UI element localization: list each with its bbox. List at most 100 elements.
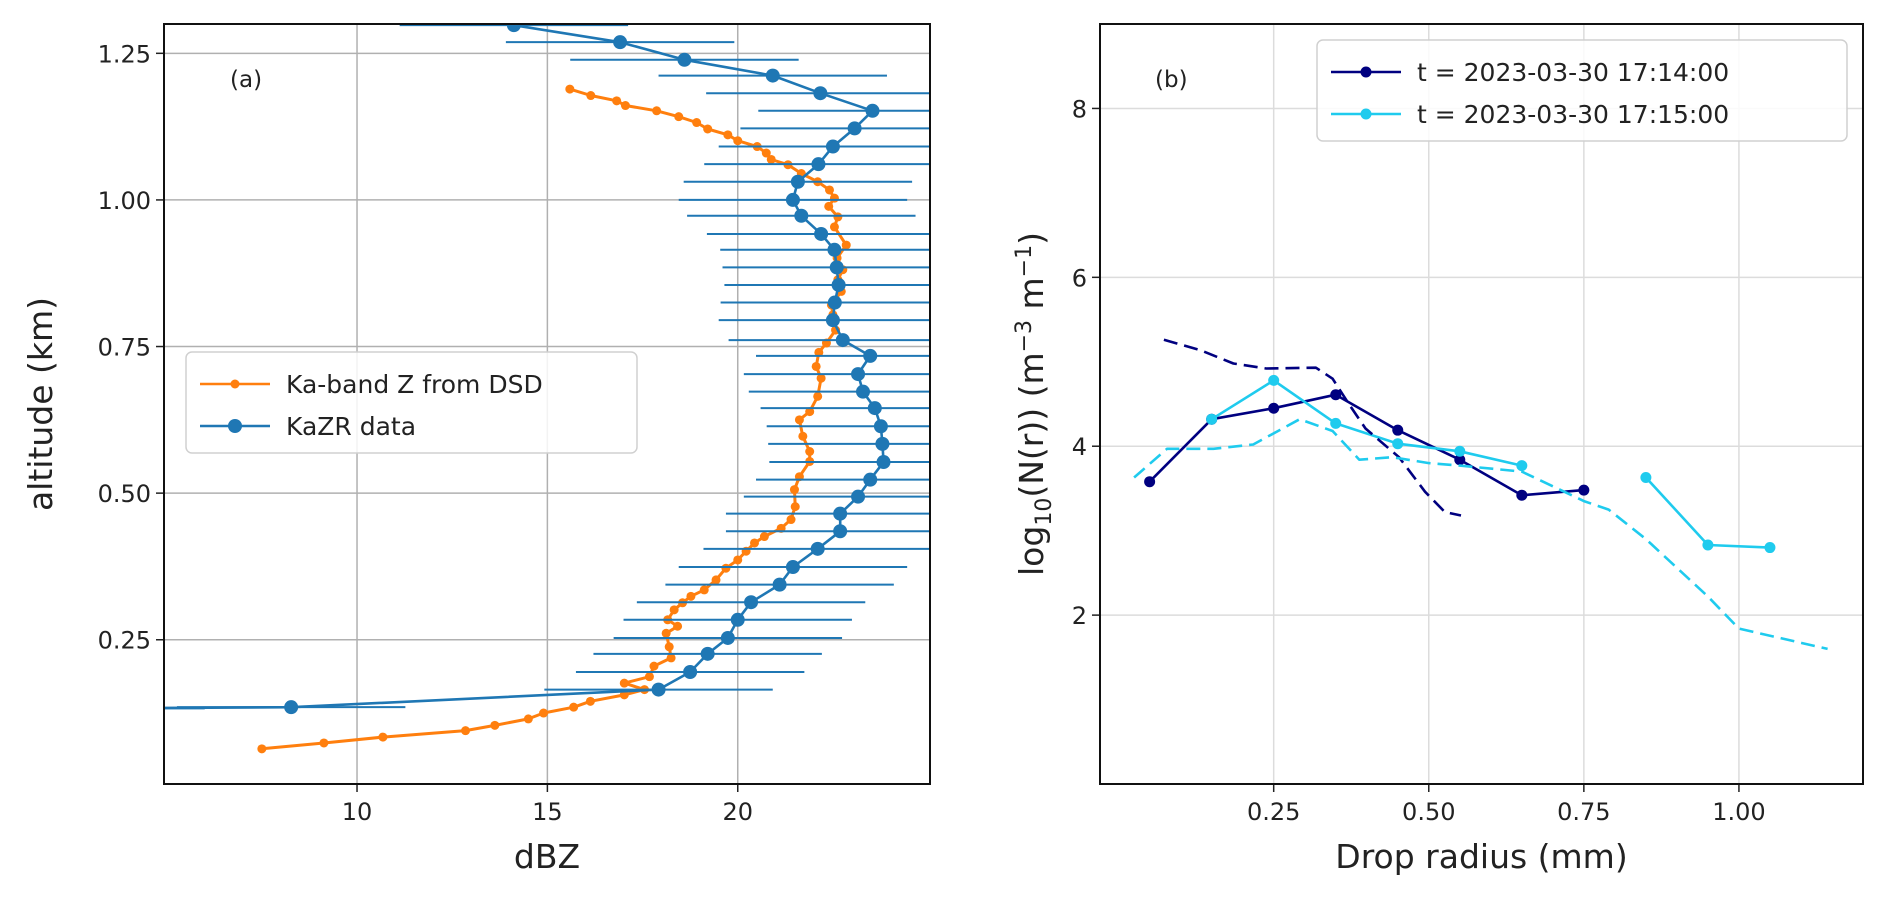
data-point [765,68,780,83]
data-point [831,277,846,292]
data-point [1268,374,1280,386]
x-tick-label: 10 [342,798,373,826]
series-1 [84,24,930,715]
series-3 [1133,417,1828,651]
data-point [700,646,715,661]
data-point [490,720,500,730]
data-point [585,696,595,706]
y-tick-label: 0.50 [98,480,151,508]
data-point [749,538,759,548]
axes-frame [163,23,931,785]
x-tick-label: 1.00 [1712,798,1765,826]
legend: t = 2023-03-30 17:14:00 t = 2023-03-30 17… [1316,39,1848,142]
dashed-series-line [1133,417,1828,651]
legend-item: KaZR data [200,412,416,441]
data-point [565,84,575,94]
data-point [1702,539,1714,551]
data-point [1144,476,1156,488]
y-tick-label: 8 [1072,95,1087,123]
series-1 [1206,374,1776,554]
data-point [766,154,776,164]
data-point [785,192,800,207]
data-point [661,628,671,638]
legend-item: Ka-band Z from DSD [200,370,543,399]
data-point [257,744,267,754]
y-label-sup1: −3 [1012,320,1037,352]
data-point [827,295,842,310]
y-tick-label: 6 [1072,264,1087,292]
data-point [851,489,866,504]
series-line [1644,476,1771,549]
data-point [649,661,659,671]
x-axis-label: Drop radius (mm) [1335,837,1627,876]
data-point [1330,417,1342,429]
data-point [651,682,666,697]
data-point [1454,454,1466,466]
legend-item: t = 2023-03-30 17:14:00 [1331,58,1729,87]
axes-frame [1099,23,1864,785]
x-tick-label: 0.75 [1557,798,1610,826]
data-point [1516,460,1528,472]
data-point [824,201,834,211]
plot-area [84,24,930,754]
data-point [824,185,834,195]
y-tick-label: 0.75 [98,334,151,362]
data-point [805,407,815,417]
data-point [711,575,721,585]
data-point [876,455,891,470]
legend-marker [230,379,240,389]
data-point [794,415,804,425]
legend: Ka-band Z from DSD KaZR data [185,351,638,454]
data-point [699,585,709,595]
data-point [759,532,769,542]
data-point [612,96,622,106]
data-point [772,577,787,592]
legend-label: t = 2023-03-30 17:15:00 [1417,100,1729,129]
data-point [789,485,799,495]
data-point [863,348,878,363]
y-tick-label: 1.25 [98,40,151,68]
y-label-sup2: −1 [1012,245,1037,277]
data-point [692,118,702,128]
data-point [673,621,683,631]
data-point [683,664,698,679]
data-point [813,86,828,101]
data-point [790,174,805,189]
y-axis-label: altitude (km) [21,297,60,511]
legend-marker [1360,108,1372,120]
data-point [873,419,888,434]
data-point [1392,438,1404,450]
y-label-end: ) [1012,232,1051,245]
y-label-mid: (N(r)) (m [1012,352,1051,497]
data-point [677,52,692,67]
y-tick-label: 0.25 [98,627,151,655]
data-point [378,732,388,742]
legend-label: Ka-band Z from DSD [286,370,543,399]
data-point [620,101,630,111]
data-point [790,502,800,512]
data-point [785,560,800,575]
data-point [669,605,679,615]
data-point [84,701,98,715]
y-tick-label: 1.00 [98,187,151,215]
data-point [794,208,809,223]
x-tick-label: 0.50 [1402,798,1455,826]
data-point [847,121,862,136]
data-point [814,226,829,241]
data-point [841,240,851,250]
data-point [813,391,823,401]
data-point [811,157,826,172]
legend-marker [1360,66,1372,78]
data-point [319,738,329,748]
data-point [786,515,796,525]
data-point [1454,445,1466,457]
dashed-series-line [1163,338,1462,517]
data-point [833,212,843,222]
data-point [811,361,821,371]
data-point [851,367,866,382]
legend-marker [228,419,242,433]
data-point [833,506,848,521]
x-axis-label: dBZ [514,837,580,876]
y-label-sub: 10 [1032,498,1057,526]
legend-box [1316,39,1848,142]
